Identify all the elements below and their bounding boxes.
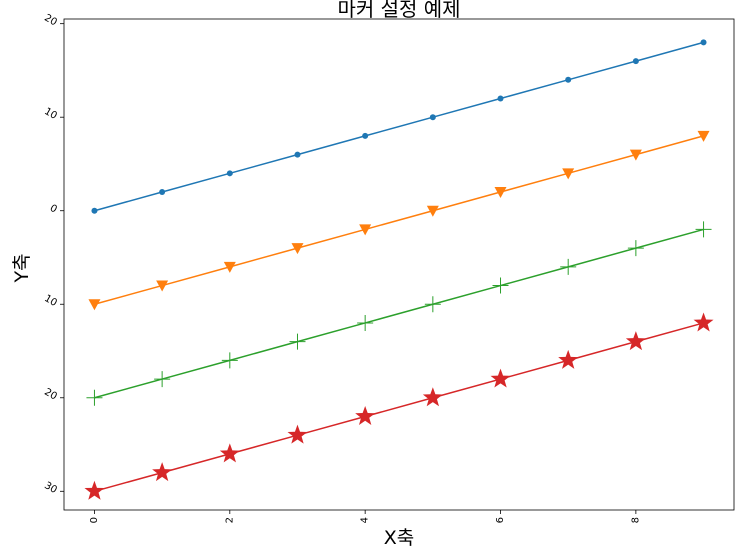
series-2-marker bbox=[697, 130, 710, 142]
series-4-marker bbox=[355, 405, 376, 425]
series-3-marker bbox=[695, 221, 712, 238]
plot-area: 0 2 4 6 8 20 10 0 10 20 30 bbox=[42, 13, 735, 523]
y-axis-label: Y축 bbox=[11, 253, 33, 283]
series-3-marker bbox=[357, 314, 374, 331]
y-tick-label: 10 bbox=[42, 293, 59, 309]
series-3-marker bbox=[289, 333, 306, 350]
series-1-marker bbox=[362, 132, 369, 139]
series-2-line bbox=[94, 135, 704, 305]
x-tick-label: 6 bbox=[495, 517, 506, 523]
series-3-line bbox=[94, 228, 704, 399]
series-1-marker bbox=[91, 207, 98, 214]
series-2-marker bbox=[426, 205, 439, 217]
series-2-marker bbox=[359, 224, 372, 236]
y-tick-label: 20 bbox=[42, 13, 59, 29]
series-4-line bbox=[94, 322, 704, 493]
x-tick-label: 2 bbox=[224, 517, 235, 523]
series-1-marker bbox=[159, 189, 166, 196]
chart-title: 마커 설정 예제 bbox=[337, 0, 460, 21]
y-tick-label: 10 bbox=[42, 106, 59, 122]
series-2-marker bbox=[494, 187, 507, 199]
y-tick-label: 20 bbox=[42, 387, 59, 403]
series-1-marker bbox=[565, 76, 572, 83]
series-4-marker bbox=[84, 480, 105, 500]
x-tick-label: 0 bbox=[89, 517, 100, 523]
series-2-marker bbox=[629, 149, 642, 161]
series-4-marker bbox=[558, 349, 579, 369]
series-1-marker bbox=[226, 170, 233, 177]
series-1-marker bbox=[429, 114, 436, 121]
plot-frame bbox=[63, 18, 735, 511]
series-2-marker bbox=[223, 261, 236, 273]
series-4-marker bbox=[287, 424, 308, 444]
series-3-marker bbox=[86, 389, 103, 406]
series-3-marker bbox=[424, 296, 441, 313]
series-2-marker bbox=[88, 299, 101, 311]
series-1-marker bbox=[700, 39, 707, 46]
series-1-marker bbox=[632, 58, 639, 65]
series-4-marker bbox=[693, 312, 714, 332]
series-4-marker bbox=[219, 443, 240, 463]
y-tick-label: 0 bbox=[48, 203, 59, 216]
x-axis-label: X축 bbox=[384, 527, 415, 549]
series-4-marker bbox=[422, 387, 443, 407]
series-4-marker bbox=[625, 331, 646, 351]
series-3-marker bbox=[627, 240, 644, 257]
series-4-marker bbox=[490, 368, 511, 388]
y-tick-label: 30 bbox=[42, 480, 59, 496]
series-2-marker bbox=[562, 168, 575, 180]
series-3-marker bbox=[492, 277, 509, 294]
series-4-marker bbox=[152, 462, 173, 482]
series-1-marker bbox=[294, 151, 301, 158]
series-3-marker bbox=[221, 352, 238, 369]
series-2-marker bbox=[156, 280, 169, 292]
series-3-marker bbox=[154, 371, 171, 388]
series-1-line bbox=[94, 41, 704, 212]
series-1-marker bbox=[497, 95, 504, 102]
x-tick-label: 4 bbox=[360, 517, 371, 523]
series-2-marker bbox=[291, 243, 304, 255]
series-3-marker bbox=[560, 258, 577, 275]
x-tick-label: 8 bbox=[630, 517, 641, 523]
